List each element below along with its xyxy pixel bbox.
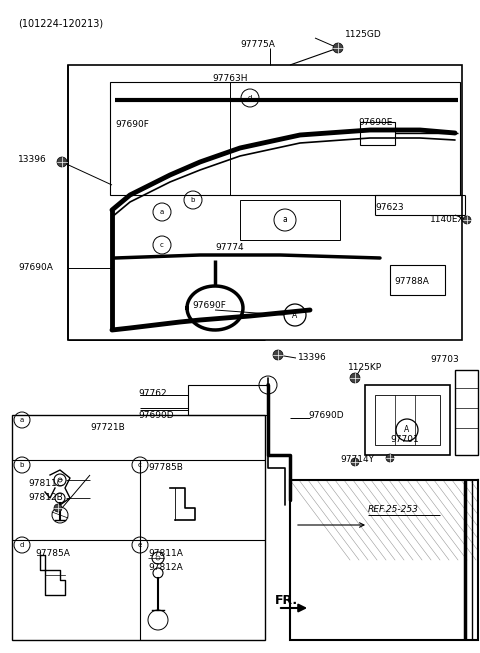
- Bar: [290, 480, 478, 640]
- Text: 1125GD: 1125GD: [345, 30, 382, 39]
- Text: b: b: [191, 197, 195, 203]
- Text: 97812A: 97812A: [148, 564, 183, 573]
- Text: 97775A: 97775A: [240, 40, 276, 49]
- Bar: [360, 122, 395, 145]
- Circle shape: [351, 458, 359, 466]
- Bar: [375, 395, 440, 445]
- Text: 97623: 97623: [375, 204, 404, 212]
- Text: 97788A: 97788A: [394, 278, 429, 287]
- Text: c: c: [160, 242, 164, 248]
- Bar: [68, 65, 462, 340]
- Text: 97762: 97762: [138, 389, 167, 398]
- Bar: [12, 415, 265, 640]
- Text: 97690F: 97690F: [192, 300, 226, 310]
- Text: (101224-120213): (101224-120213): [18, 18, 103, 28]
- Text: e: e: [266, 382, 270, 388]
- Circle shape: [350, 373, 360, 383]
- Text: a: a: [160, 209, 164, 215]
- Bar: [240, 200, 340, 240]
- Text: d: d: [248, 95, 252, 101]
- Text: 97811A: 97811A: [148, 549, 183, 558]
- Bar: [365, 385, 450, 455]
- Text: A: A: [404, 426, 409, 434]
- Text: 97812B: 97812B: [28, 494, 63, 503]
- Bar: [188, 385, 268, 415]
- Text: 97703: 97703: [430, 355, 459, 364]
- Text: b: b: [20, 462, 24, 468]
- Text: 97811C: 97811C: [28, 479, 63, 488]
- Circle shape: [273, 350, 283, 360]
- Text: 97774: 97774: [216, 244, 244, 253]
- Text: 97763H: 97763H: [212, 74, 248, 83]
- Text: 13396: 13396: [18, 155, 47, 165]
- Circle shape: [57, 157, 67, 167]
- Text: 97690D: 97690D: [138, 411, 174, 419]
- Circle shape: [463, 216, 471, 224]
- Text: FR.: FR.: [275, 594, 298, 607]
- Text: 97701: 97701: [390, 436, 419, 445]
- Bar: [390, 265, 445, 295]
- Text: a: a: [283, 215, 288, 225]
- Text: 97785A: 97785A: [35, 549, 70, 558]
- Text: e: e: [138, 542, 142, 548]
- Text: 1125KP: 1125KP: [348, 364, 382, 372]
- Text: 13396: 13396: [298, 353, 327, 362]
- Bar: [455, 370, 478, 455]
- Text: A: A: [292, 310, 298, 319]
- Text: 97690D: 97690D: [308, 411, 344, 419]
- Text: 97690F: 97690F: [115, 120, 149, 129]
- Text: d: d: [20, 542, 24, 548]
- Circle shape: [386, 454, 394, 462]
- Text: REF.25-253: REF.25-253: [368, 505, 419, 515]
- Text: 1140EX: 1140EX: [430, 215, 465, 225]
- Circle shape: [54, 504, 62, 512]
- Text: 97714Y: 97714Y: [340, 456, 374, 464]
- Bar: [110, 82, 460, 195]
- Text: a: a: [20, 417, 24, 423]
- Text: 97721B: 97721B: [90, 424, 125, 432]
- Text: 97690A: 97690A: [18, 264, 53, 272]
- Text: 97690E: 97690E: [358, 118, 392, 127]
- Text: 97785B: 97785B: [148, 464, 183, 473]
- Text: c: c: [138, 462, 142, 468]
- Circle shape: [333, 43, 343, 53]
